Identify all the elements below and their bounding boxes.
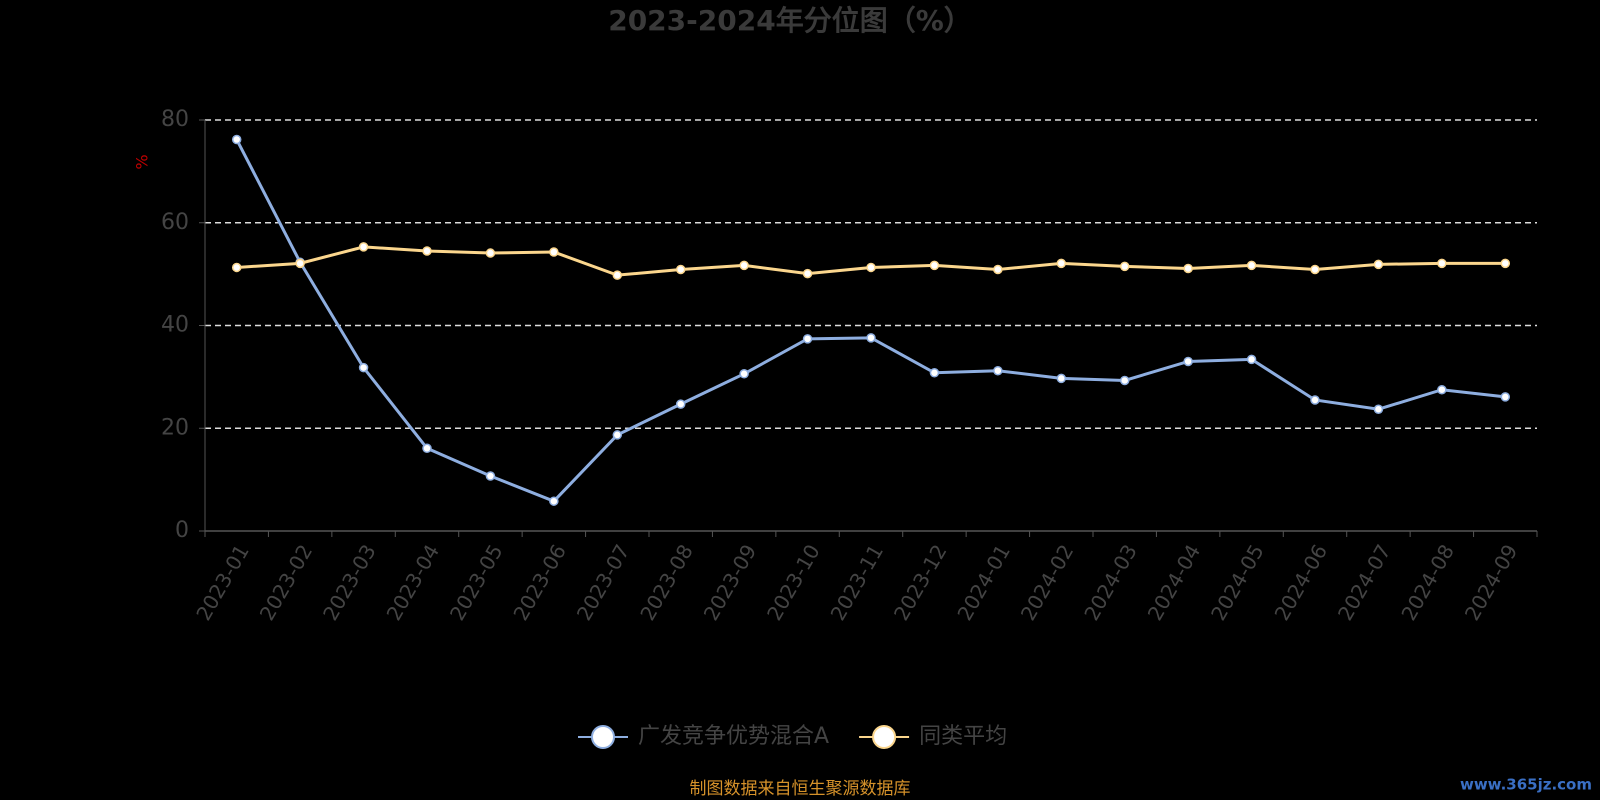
data-point [1056, 258, 1067, 269]
data-point [422, 246, 432, 256]
chart-title: 2023-2024年分位图（%） [608, 4, 972, 37]
data-point [1437, 384, 1447, 395]
data-point [993, 264, 1003, 275]
data-point [675, 264, 686, 275]
x-tick-label: 2024-05 [1206, 540, 1269, 624]
y-tick-label: 60 [161, 210, 189, 235]
x-tick-label: 2023-02 [255, 540, 318, 624]
data-point [549, 247, 559, 257]
x-tick-label: 2023-01 [191, 540, 254, 624]
data-point [295, 258, 305, 269]
data-point [1310, 264, 1320, 275]
x-tick-label: 2023-10 [762, 540, 825, 624]
x-tick-label: 2023-09 [699, 540, 762, 624]
watermark: www.365jz.com [1460, 776, 1592, 794]
legend-marker [591, 725, 615, 749]
x-tick-label: 2023-08 [635, 540, 698, 624]
data-point [1183, 356, 1193, 367]
data-point [739, 369, 749, 379]
x-tick-label: 2024-09 [1460, 540, 1523, 624]
x-tick-label: 2023-03 [318, 540, 381, 624]
data-point [1119, 261, 1130, 272]
legend-marker [872, 725, 897, 749]
data-point [802, 268, 813, 279]
data-point [1500, 392, 1511, 402]
data-point [358, 242, 369, 252]
data-point [485, 471, 496, 481]
x-tick-label: 2024-01 [952, 540, 1015, 624]
data-point [231, 262, 242, 273]
x-tick-label: 2023-06 [508, 540, 571, 624]
data-point [612, 430, 623, 440]
data-point [1500, 258, 1511, 269]
data-point [1437, 258, 1447, 269]
data-point [358, 362, 369, 373]
x-tick-label: 2023-04 [382, 540, 445, 624]
data-point [1056, 373, 1067, 384]
data-point [675, 399, 686, 409]
y-tick-label: 0 [175, 518, 189, 543]
y-tick-label: 40 [161, 313, 189, 338]
data-point [802, 334, 813, 344]
data-point [929, 368, 940, 378]
legend-label: 广发竞争优势混合A [638, 724, 829, 749]
data-point [1246, 260, 1257, 271]
data-point [1246, 354, 1257, 365]
x-tick-label: 2023-11 [826, 540, 889, 624]
data-point [485, 248, 496, 258]
data-point [612, 270, 623, 280]
data-point [866, 262, 876, 273]
data-point [1119, 375, 1130, 386]
x-tick-label: 2024-04 [1143, 540, 1206, 624]
data-point [993, 365, 1003, 376]
x-tick-label: 2024-02 [1016, 540, 1079, 624]
data-point [929, 260, 940, 271]
x-tick-label: 2024-06 [1270, 540, 1333, 624]
legend-label: 同类平均 [919, 724, 1007, 749]
data-point [739, 260, 749, 271]
data-point [1373, 404, 1384, 414]
data-point [231, 134, 242, 145]
x-tick-label: 2024-07 [1333, 540, 1396, 624]
x-tick-label: 2024-03 [1079, 540, 1142, 624]
data-point [549, 496, 559, 506]
data-point [866, 333, 876, 343]
y-axis-label: % [133, 154, 152, 169]
x-tick-label: 2023-07 [572, 540, 635, 624]
y-tick-label: 20 [161, 415, 189, 440]
x-tick-label: 2023-05 [445, 540, 508, 624]
source-note: 制图数据来自恒生聚源数据库 [690, 779, 911, 799]
data-point [1183, 263, 1193, 274]
x-tick-label: 2024-08 [1396, 540, 1459, 624]
data-point [422, 443, 432, 454]
data-point [1373, 259, 1384, 270]
y-tick-label: 80 [161, 107, 189, 132]
x-tick-label: 2023-12 [889, 540, 952, 624]
data-point [1310, 395, 1320, 405]
